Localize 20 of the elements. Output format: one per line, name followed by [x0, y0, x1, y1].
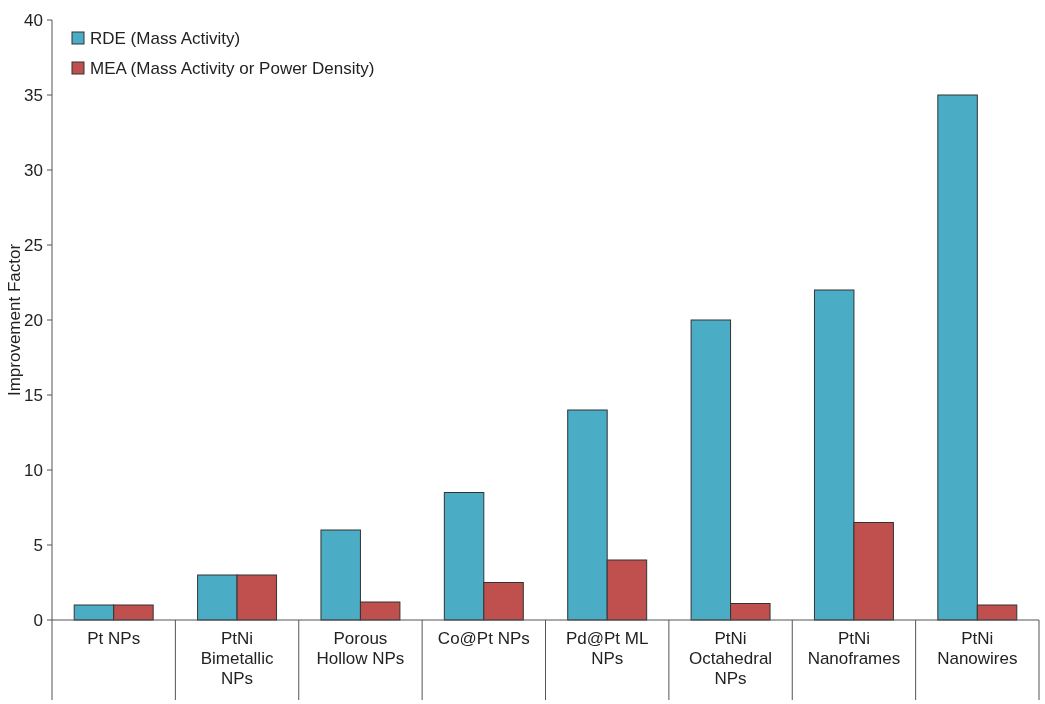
x-tick-label: Porous Hollow NPs — [316, 629, 405, 668]
legend-label: MEA (Mass Activity or Power Density) — [90, 58, 375, 78]
x-tick-label: Pt NPs — [87, 629, 141, 648]
y-tick-label: 15 — [24, 385, 43, 405]
y-tick-label: 30 — [24, 160, 43, 180]
y-tick-label: 10 — [24, 460, 43, 480]
y-tick-label: 20 — [24, 310, 43, 330]
x-tick-label: PtNi Nanowires — [937, 629, 1018, 668]
y-tick-label: 5 — [33, 535, 43, 555]
x-tick-label: Pd@Pt ML NPs — [565, 629, 649, 668]
y-tick-label: 35 — [24, 85, 43, 105]
y-axis-title: Improvement Factor — [5, 243, 24, 397]
legend-label: RDE (Mass Activity) — [90, 28, 241, 48]
y-tick-label: 40 — [24, 10, 43, 30]
y-tick-label: 0 — [33, 610, 43, 630]
x-tick-label: PtNi Octahedral NPs — [688, 629, 773, 688]
x-tick-label: Co@Pt NPs — [437, 629, 530, 648]
x-tick-label: PtNi Bimetallic NPs — [200, 629, 274, 688]
y-tick-label: 25 — [24, 235, 43, 255]
x-tick-label: PtNi Nanoframes — [807, 629, 901, 668]
